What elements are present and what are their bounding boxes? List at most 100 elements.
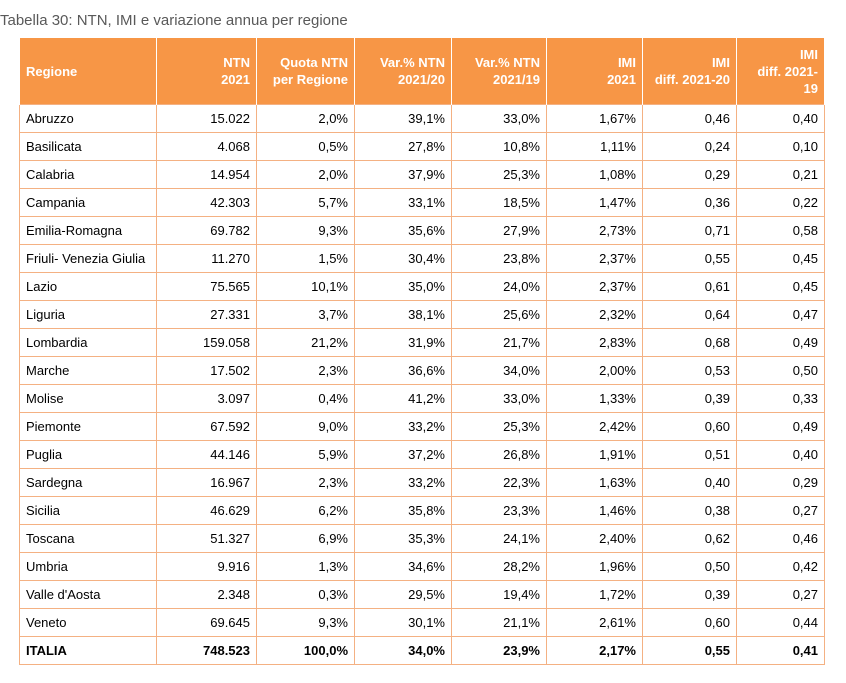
value-cell: 33,0% [451, 384, 547, 413]
value-cell: 2,0% [256, 104, 355, 133]
value-cell: 35,8% [354, 496, 452, 525]
value-cell: 24,1% [451, 524, 547, 553]
table-row: Lazio 75.565 10,1% 35,0% 24,0% 2,37% 0,61 0,45 [19, 272, 825, 301]
value-cell: 0,22 [736, 188, 825, 217]
header-row: Regione NTN 2021 Quota NTN per Regione Var… [19, 38, 825, 105]
value-cell: 0,53 [642, 356, 737, 385]
value-cell: 31,9% [354, 328, 452, 357]
value-cell: 39,1% [354, 104, 452, 133]
value-cell: 69.645 [156, 608, 257, 637]
value-cell: 0,39 [642, 384, 737, 413]
value-cell: 17.502 [156, 356, 257, 385]
value-cell: 0,50 [642, 552, 737, 581]
value-cell: 27,8% [354, 132, 452, 161]
value-cell: 9.916 [156, 552, 257, 581]
total-cell: ITALIA [19, 636, 157, 665]
value-cell: 1,46% [546, 496, 643, 525]
value-cell: 0,29 [642, 160, 737, 189]
table-row: Lombardia 159.058 21,2% 31,9% 21,7% 2,83% 0,68… [19, 328, 825, 357]
value-cell: 5,9% [256, 440, 355, 469]
value-cell: 36,6% [354, 356, 452, 385]
value-cell: 0,68 [642, 328, 737, 357]
value-cell: 0,49 [736, 328, 825, 357]
value-cell: 69.782 [156, 216, 257, 245]
table-row: Abruzzo 15.022 2,0% 39,1% 33,0% 1,67% 0,46 0,40 [19, 104, 825, 133]
table-row: Toscana 51.327 6,9% 35,3% 24,1% 2,40% 0,62 0,46 [19, 524, 825, 553]
value-cell: 41,2% [354, 384, 452, 413]
value-cell: 0,3% [256, 580, 355, 609]
value-cell: 0,47 [736, 300, 825, 329]
value-cell: 9,3% [256, 216, 355, 245]
region-name-cell: Basilicata [19, 132, 157, 161]
table-row: Piemonte 67.592 9,0% 33,2% 25,3% 2,42% 0,60 0,4… [19, 412, 825, 441]
value-cell: 2,42% [546, 412, 643, 441]
value-cell: 1,67% [546, 104, 643, 133]
value-cell: 0,36 [642, 188, 737, 217]
header-imi-diff-2021-20: IMI diff. 2021-20 [642, 38, 737, 105]
region-name-cell: Valle d'Aosta [19, 580, 157, 609]
value-cell: 2,00% [546, 356, 643, 385]
value-cell: 0,46 [736, 524, 825, 553]
table-row: Campania 42.303 5,7% 33,1% 18,5% 1,47% 0,36 0,2… [19, 188, 825, 217]
value-cell: 0,62 [642, 524, 737, 553]
value-cell: 0,50 [736, 356, 825, 385]
value-cell: 10,1% [256, 272, 355, 301]
region-name-cell: Lazio [19, 272, 157, 301]
region-name-cell: Toscana [19, 524, 157, 553]
value-cell: 27,9% [451, 216, 547, 245]
regional-data-table: Regione NTN 2021 Quota NTN per Regione Var… [19, 38, 825, 665]
value-cell: 14.954 [156, 160, 257, 189]
value-cell: 0,38 [642, 496, 737, 525]
value-cell: 44.146 [156, 440, 257, 469]
value-cell: 46.629 [156, 496, 257, 525]
value-cell: 0,64 [642, 300, 737, 329]
value-cell: 33,1% [354, 188, 452, 217]
value-cell: 2,3% [256, 356, 355, 385]
value-cell: 51.327 [156, 524, 257, 553]
value-cell: 5,7% [256, 188, 355, 217]
value-cell: 21,2% [256, 328, 355, 357]
table-row: Umbria 9.916 1,3% 34,6% 28,2% 1,96% 0,50 0,42 [19, 552, 825, 581]
value-cell: 35,3% [354, 524, 452, 553]
value-cell: 0,45 [736, 272, 825, 301]
header-var-ntn-2021-20: Var.% NTN 2021/20 [354, 38, 452, 105]
value-cell: 26,8% [451, 440, 547, 469]
value-cell: 0,24 [642, 132, 737, 161]
value-cell: 0,27 [736, 580, 825, 609]
region-name-cell: Piemonte [19, 412, 157, 441]
value-cell: 1,08% [546, 160, 643, 189]
value-cell: 21,7% [451, 328, 547, 357]
value-cell: 1,33% [546, 384, 643, 413]
table-row: Friuli- Venezia Giulia 11.270 1,5% 30,4% 23,… [19, 244, 825, 273]
value-cell: 11.270 [156, 244, 257, 273]
value-cell: 0,44 [736, 608, 825, 637]
value-cell: 23,3% [451, 496, 547, 525]
total-row: ITALIA 748.523 100,0% 34,0% 23,9% 2,17% … [19, 636, 825, 665]
value-cell: 2.348 [156, 580, 257, 609]
value-cell: 0,40 [736, 104, 825, 133]
value-cell: 2,73% [546, 216, 643, 245]
value-cell: 22,3% [451, 468, 547, 497]
value-cell: 1,5% [256, 244, 355, 273]
header-quota-ntn: Quota NTN per Regione [256, 38, 355, 105]
region-name-cell: Liguria [19, 300, 157, 329]
table-row: Liguria 27.331 3,7% 38,1% 25,6% 2,32% 0,64 0,47 [19, 300, 825, 329]
value-cell: 0,39 [642, 580, 737, 609]
header-imi-2021: IMI 2021 [546, 38, 643, 105]
value-cell: 67.592 [156, 412, 257, 441]
table-row: Emilia-Romagna 69.782 9,3% 35,6% 27,9% 2,73% 0… [19, 216, 825, 245]
value-cell: 9,3% [256, 608, 355, 637]
value-cell: 2,61% [546, 608, 643, 637]
region-name-cell: Sardegna [19, 468, 157, 497]
value-cell: 0,42 [736, 552, 825, 581]
value-cell: 0,27 [736, 496, 825, 525]
region-name-cell: Umbria [19, 552, 157, 581]
value-cell: 0,40 [642, 468, 737, 497]
total-cell: 0,41 [736, 636, 825, 665]
value-cell: 33,0% [451, 104, 547, 133]
value-cell: 1,72% [546, 580, 643, 609]
header-regione: Regione [19, 38, 157, 105]
value-cell: 2,37% [546, 244, 643, 273]
value-cell: 0,40 [736, 440, 825, 469]
value-cell: 0,55 [642, 244, 737, 273]
